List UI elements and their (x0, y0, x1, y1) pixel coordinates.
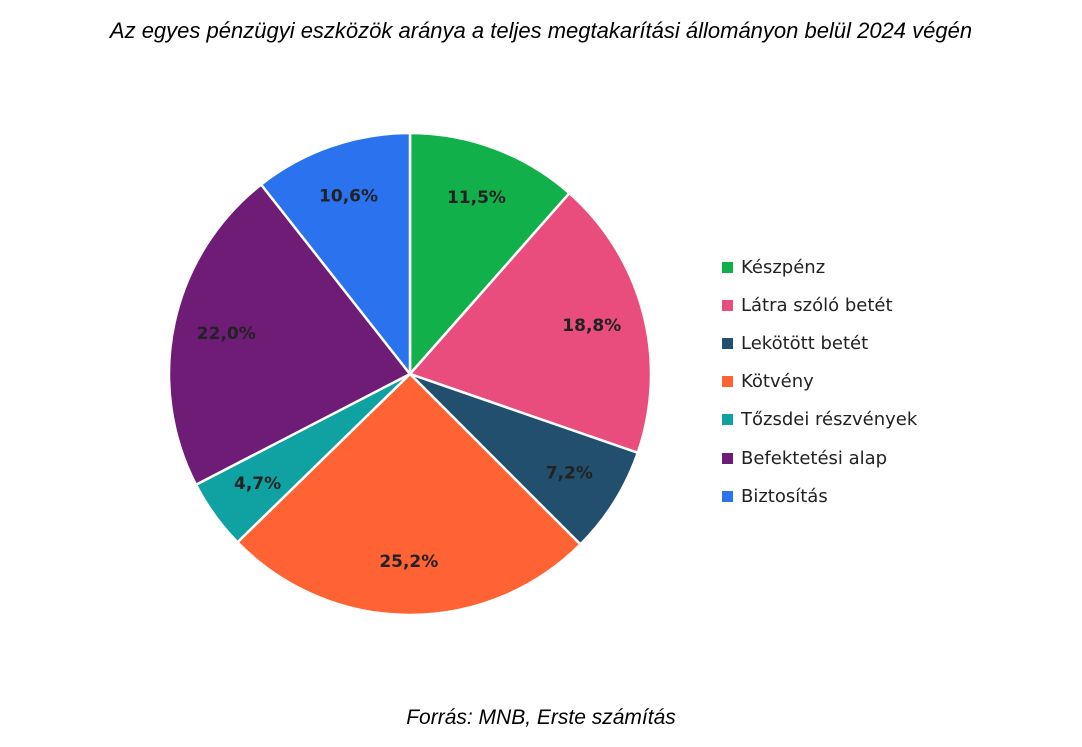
legend-swatch (722, 490, 733, 502)
pie-value-labels: 11,5% 18,8% 7,2% 25,2% 4,7% 22,0% 10,6% (197, 186, 621, 572)
legend-label: Biztosítás (741, 485, 828, 507)
legend-item-kotveny: Kötvény (722, 363, 917, 401)
slice-value-label: 22,0% (197, 324, 256, 344)
legend-item-lekotott-betet: Lekötött betét (722, 324, 917, 362)
legend-label: Lekötött betét (741, 332, 869, 354)
slice-value-label: 7,2% (546, 464, 593, 484)
pie-slices (167, 131, 653, 617)
legend-label: Kötvény (741, 371, 814, 393)
chart-legend: Készpénz Látra szóló betét Lekötött betét K… (722, 248, 917, 515)
slice-value-label: 10,6% (319, 186, 378, 206)
legend-item-befektetesi-alap: Befektetési alap (722, 439, 917, 477)
legend-item-biztositas: Biztosítás (722, 477, 917, 515)
chart-title: Az egyes pénzügyi eszközök aránya a telj… (109, 18, 973, 43)
legend-label: Készpénz (741, 256, 826, 278)
pie-slice-befektetesi-alap (167, 183, 412, 487)
legend-label: Befektetési alap (741, 447, 888, 469)
legend-swatch (722, 452, 733, 464)
pie-slice-kotveny (236, 372, 582, 617)
legend-swatch (722, 299, 733, 311)
legend-label: Tőzsdei részvények (741, 409, 918, 431)
slice-value-label: 18,8% (562, 316, 621, 336)
legend-label: Látra szóló betét (741, 294, 893, 316)
legend-item-latra-szolo-betet: Látra szóló betét (722, 286, 917, 324)
pie-slice-biztositas (259, 131, 412, 376)
legend-swatch (722, 414, 733, 426)
legend-swatch (722, 337, 733, 349)
pie-slice-lekotott-betet (408, 372, 640, 546)
pie-slice-keszpenz (408, 131, 571, 376)
legend-item-keszpenz: Készpénz (722, 248, 917, 286)
legend-swatch (722, 376, 733, 388)
pie-slice-latra-szolo-betet (408, 191, 653, 455)
legend-swatch (722, 261, 733, 273)
slice-value-label: 4,7% (234, 474, 281, 494)
slice-value-label: 25,2% (379, 552, 438, 572)
legend-item-tozsdei-reszvenyek: Tőzsdei részvények (722, 401, 917, 439)
slice-value-label: 11,5% (447, 188, 506, 208)
source-note: Forrás: MNB, Erste számítás (406, 706, 676, 729)
